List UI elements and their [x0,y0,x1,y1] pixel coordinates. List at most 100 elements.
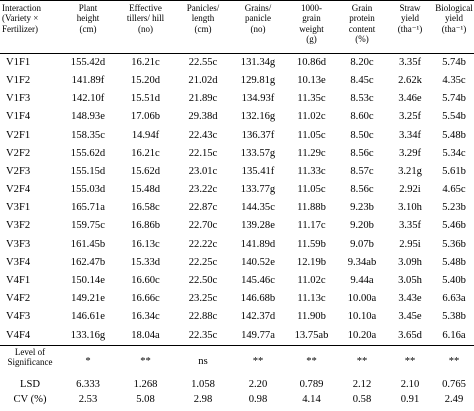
significance-cell: ** [356,355,368,367]
header-text: 1000- [301,3,322,13]
table-cell: 10.13e [297,74,326,86]
table-cell: 16.66c [131,293,160,305]
table-cell: 159.75c [71,220,105,232]
table-cell: 3.21g [398,165,422,177]
table-cell: 11.13c [297,293,326,305]
table-row: V3F4 162.47b 15.33d 22.25c 140.52e 12.19b 9.34… [0,254,474,272]
table-cell: 16.21c [131,147,160,159]
table-cell: 5.38b [442,311,466,323]
table-cell: 15.51d [130,93,161,105]
cv-cell: 2.49 [444,393,464,405]
table-cell: 11.02c [297,275,326,287]
table-row: V2F2 155.62d 16.21c 22.15c 133.57g 11.29c 8.56… [0,145,474,163]
header-row: Interaction (Variety × Fertilizer) Plant… [0,0,474,54]
table-cell: 15.62d [130,165,161,177]
table-cell: 22.70c [188,220,218,232]
table-cell: 9.34ab [347,256,377,268]
significance-cell: * [85,355,91,367]
table-cell: 16.21c [131,56,160,68]
table-cell: 16.13c [131,238,160,250]
cv-cell: 4.14 [302,393,321,405]
table-cell: 3.34f [398,129,422,141]
table-cell: 11.33c [297,165,326,177]
cv-label: CV (%) [13,393,47,405]
table-cell: 6.16a [434,326,474,346]
header-text: (no) [250,23,266,34]
table-cell: 9.44a [350,275,374,287]
table-row: V4F4 133.16g 18.04a 22.35c 149.77a 13.75ab 10.… [0,326,474,346]
table-cell: 133.16g [60,326,116,346]
table-cell: 133.77g [240,184,276,196]
table-cell: 5.34c [442,147,466,159]
table-cell: 158.35c [71,129,105,141]
table-cell: 8.20c [350,56,374,68]
table-cell: 136.37f [241,129,275,141]
table-cell: 10.10a [347,311,377,323]
header-text: protein [349,13,375,24]
significance-label-line: Significance [7,356,53,367]
table-row: V2F1 158.35c 14.94f 22.43c 136.37f 11.05c 8.50… [0,127,474,145]
header-text: tillers/ hill [126,13,165,24]
table-cell: 14.94f [131,129,160,141]
header-text: (tha⁻¹) [441,23,467,34]
table-cell: 145.46c [241,275,275,287]
table-cell: 21.89c [188,93,218,105]
table-cell: 5.74b [442,93,466,105]
table-cell: 140.52e [241,256,275,268]
table-cell: 5.61b [442,165,466,177]
table-cell: 5.40b [442,275,466,287]
header-plant-height: Plant height (cm) [60,0,116,54]
lsd-cell: 2.12 [352,379,372,391]
table-cell: 146.61e [71,311,105,323]
table-cell: 5.48b [442,256,466,268]
table-cell: 155.03d [70,184,106,196]
row-label-cell: V4F4 [0,326,60,346]
header-panicle-length: Panicles/ length (cm) [175,0,231,54]
table-cell: 3.43e [398,293,422,305]
table-cell: 6.63a [442,293,466,305]
table-cell: 3.05h [398,275,422,287]
row-label-cell: V1F1 [6,56,31,68]
table-cell: 3.35f [398,56,422,68]
significance-row: Level of Significance * ** ns ** ** ** *… [0,346,474,379]
table-cell: 3.29f [398,147,422,159]
significance-cell: ** [306,355,317,367]
header-text: Effective [129,3,162,13]
table-cell: 5.36b [442,238,466,250]
lsd-cell: 0.789 [299,379,324,391]
significance-cell: ** [448,355,460,367]
header-grain-weight: 1000- grain weight (g) [285,0,338,54]
table-cell: 15.33d [130,256,161,268]
header-text: (cm) [79,23,97,34]
table-cell: 133.57g [240,147,276,159]
table-cell: 141.89d [240,238,276,250]
lsd-row: LSD 6.333 1.268 1.058 2.20 0.789 2.12 2.… [0,378,474,393]
header-text: Fertilizer) [2,23,38,34]
table-cell: 3.46e [398,93,422,105]
table-cell: 16.60c [131,275,160,287]
header-text: Grains/ [244,3,272,13]
table-cell: 22.25c [188,256,218,268]
table-cell: 16.86b [130,220,161,232]
lsd-cell: 6.333 [76,379,100,391]
table-cell: 155.62d [70,147,106,159]
lsd-cell: 1.058 [191,379,215,391]
table-cell: 132.16g [240,111,276,123]
table-row: V4F1 150.14e 16.60c 22.50c 145.46c 11.02c 9.44… [0,272,474,290]
header-text: grain [302,13,321,24]
table-cell: 155.15d [70,165,106,177]
table-row: V4F2 149.21e 16.66c 23.25c 146.68b 11.13c 10.0… [0,290,474,308]
cv-cell: 0.98 [248,393,268,405]
header-text: (no) [138,23,153,34]
table-cell: 10.20a [338,326,386,346]
table-cell: 10.00a [347,293,377,305]
table-row: V3F1 165.71a 16.58c 22.87c 144.35c 11.88b 9.23… [0,200,474,218]
header-text: length [191,13,215,24]
table-cell: 5.74b [442,56,466,68]
header-text: yield [401,13,419,24]
table-cell: 139.28e [241,220,275,232]
row-label-cell: V1F4 [6,111,31,123]
table-cell: 4.35c [442,74,466,86]
table-cell: 2.95i [399,238,421,250]
